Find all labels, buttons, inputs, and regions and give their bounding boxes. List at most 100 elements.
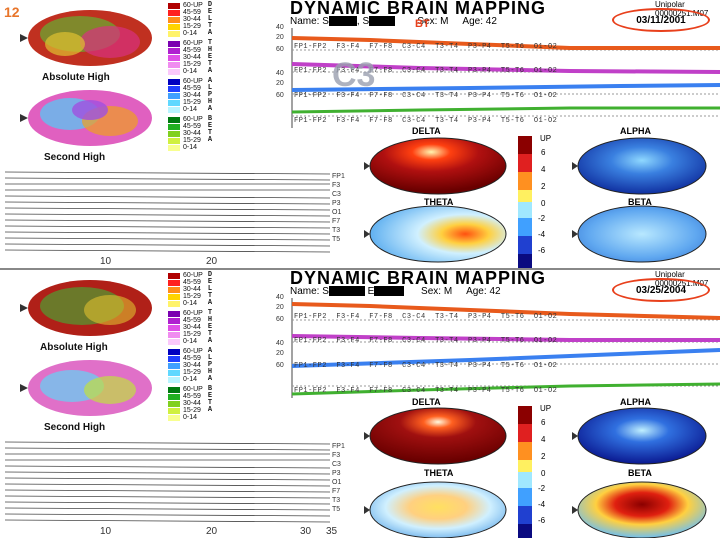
alpha-label: ALPHA bbox=[620, 126, 651, 136]
scale-tick: 2 bbox=[541, 452, 546, 461]
scale-tick: 0 bbox=[541, 469, 546, 478]
absolute-high-label: Absolute High bbox=[40, 342, 108, 353]
theta-map bbox=[364, 481, 507, 538]
axis-tick: 60 bbox=[276, 362, 284, 369]
beta-label: BETA bbox=[628, 468, 652, 478]
theta-trend-line bbox=[291, 62, 720, 74]
scale-tick: 6 bbox=[541, 148, 546, 157]
delta-trend-line bbox=[291, 36, 720, 50]
scale-top-label: UP bbox=[540, 134, 552, 143]
scale-top-label: UP bbox=[540, 404, 552, 413]
beta-trend-line bbox=[291, 382, 720, 396]
channel-row: FP1-FP2 F3-F4 F7-F8 C3-C4 T3-T4 P3-P4 T5… bbox=[294, 337, 558, 345]
absolute-high-map bbox=[20, 10, 152, 66]
eeg-channel-labels: FP1 F3 C3 P3 O1 F7 T3 T5 bbox=[332, 443, 345, 513]
axis-tick: 20 bbox=[276, 34, 284, 41]
channel-row: FP1-FP2 F3-F4 F7-F8 C3-C4 T3-T4 P3-P4 T5… bbox=[294, 313, 558, 321]
topographic-maps bbox=[20, 10, 152, 146]
legend-swatch bbox=[168, 16, 180, 23]
legend-swatch bbox=[168, 2, 180, 9]
alpha-label: ALPHA bbox=[620, 397, 651, 407]
trace-axis-tick: 20 bbox=[206, 256, 218, 267]
eeg-traces bbox=[4, 441, 331, 523]
panel-divider bbox=[0, 268, 720, 270]
scale-tick: 2 bbox=[541, 182, 546, 191]
exam-date-highlight: 03/11/2001 bbox=[612, 8, 710, 32]
band-topomaps bbox=[364, 136, 707, 268]
theta-trend-line bbox=[291, 334, 720, 342]
channel-row: FP1-FP2 F3-F4 F7-F8 C3-C4 T3-T4 P3-P4 T5… bbox=[294, 92, 558, 100]
channel-row: FP1-FP2 F3-F4 F7-F8 C3-C4 T3-T4 P3-P4 T5… bbox=[294, 362, 558, 370]
eeg-channel-labels: FP1 F3 C3 P3 O1 F7 T3 T5 bbox=[332, 173, 345, 243]
second-high-map bbox=[20, 90, 152, 146]
report-title: DYNAMIC BRAIN MAPPING bbox=[290, 270, 547, 288]
theta-legend: 60-UP 45-59 30-44 15-29 0-14 bbox=[168, 40, 264, 75]
trace-axis-tick: 35 bbox=[326, 526, 338, 537]
legend-range: 30-44 bbox=[183, 16, 201, 23]
axis-tick: 60 bbox=[276, 46, 284, 53]
second-high-map bbox=[20, 360, 152, 416]
absolute-high-map bbox=[20, 280, 152, 336]
c3-overlay-label: C3 bbox=[332, 56, 376, 94]
axis-tick: 40 bbox=[276, 294, 284, 301]
scale-tick: -4 bbox=[538, 500, 546, 509]
alpha-trend-line bbox=[291, 83, 720, 92]
alpha-map bbox=[572, 407, 707, 465]
channel-row: FP1-FP2 F3-F4 F7-F8 C3-C4 T3-T4 P3-P4 T5… bbox=[294, 117, 558, 125]
color-scale-bar bbox=[518, 406, 532, 538]
beta-map bbox=[572, 205, 707, 263]
scale-tick: -6 bbox=[538, 516, 546, 525]
beta-label: BETA bbox=[628, 197, 652, 207]
theta-legend: 60-UP 45-59 30-44 15-29 0-14 bbox=[168, 310, 264, 345]
scale-tick: 4 bbox=[541, 435, 546, 444]
legend-swatch bbox=[168, 30, 180, 37]
alpha-map bbox=[572, 137, 707, 195]
trace-axis-tick: 10 bbox=[100, 526, 112, 537]
second-high-label: Second High bbox=[44, 152, 106, 163]
topographic-maps bbox=[20, 280, 152, 416]
channel-row: FP1-FP2 F3-F4 F7-F8 C3-C4 T3-T4 P3-P4 T5… bbox=[294, 43, 558, 51]
report-title: DYNAMIC BRAIN MAPPING bbox=[290, 0, 547, 18]
axis-tick: 40 bbox=[276, 70, 284, 77]
band-trend-chart bbox=[291, 298, 720, 398]
color-scale-bar bbox=[518, 136, 532, 268]
second-high-label: Second High bbox=[44, 422, 106, 433]
delta-map bbox=[364, 407, 507, 465]
axis-tick: 20 bbox=[276, 304, 284, 311]
band-trend-chart bbox=[291, 28, 720, 128]
legend-swatch bbox=[168, 23, 180, 30]
legend-range: 15-29 bbox=[183, 23, 201, 30]
theta-label: THETA bbox=[424, 197, 454, 207]
axis-tick: 40 bbox=[276, 340, 284, 347]
channel-row: FP1-FP2 F3-F4 F7-F8 C3-C4 T3-T4 P3-P4 T5… bbox=[294, 67, 558, 75]
axis-tick: 40 bbox=[276, 24, 284, 31]
delta-map bbox=[364, 137, 507, 195]
axis-tick: 20 bbox=[276, 350, 284, 357]
beta-legend: 60-UP 45-59 30-44 15-29 0-14 bbox=[168, 116, 264, 151]
absolute-high-label: Absolute High bbox=[42, 72, 110, 83]
patient-header: Name: S, S Sex: M Age: 42 bbox=[290, 16, 497, 27]
exam-date-highlight: 03/25/2004 bbox=[612, 278, 710, 302]
delta-label: DELTA bbox=[412, 126, 441, 136]
delta-trend-line bbox=[291, 302, 720, 320]
legend-swatch bbox=[168, 9, 180, 16]
alpha-trend-line bbox=[291, 348, 720, 368]
legend-range: 60-UP bbox=[183, 2, 203, 9]
delta-legend: 60-UP 45-59 30-44 15-29 0-14 bbox=[168, 2, 264, 37]
report-panel-2004: Absolute High Second High 60-UP 45-59 30… bbox=[0, 270, 720, 538]
theta-label: THETA bbox=[424, 468, 454, 478]
trace-axis-tick: 30 bbox=[300, 526, 312, 537]
slide-number: 12 bbox=[4, 4, 20, 20]
patient-header: Name: S E Sex: M Age: 42 bbox=[290, 286, 501, 297]
scale-tick: -4 bbox=[538, 230, 546, 239]
scale-tick: -2 bbox=[538, 484, 546, 493]
theta-map bbox=[364, 205, 507, 263]
legend-range: 0-14 bbox=[183, 30, 198, 37]
